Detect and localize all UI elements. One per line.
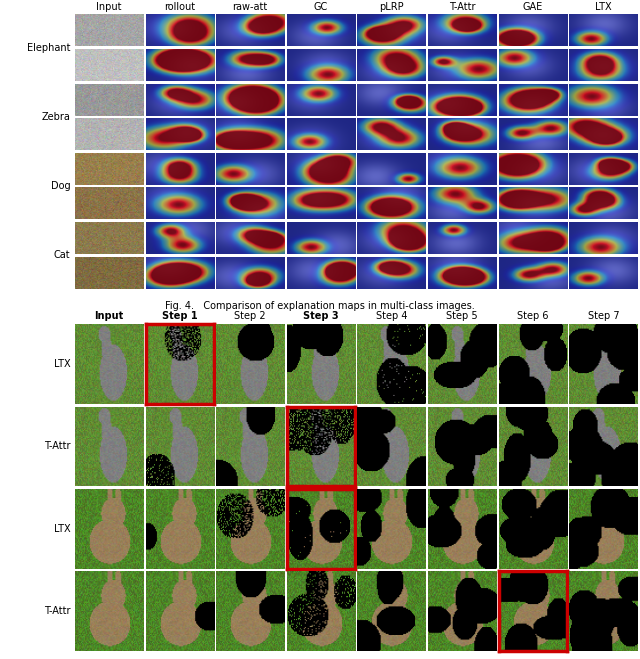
Text: Step 4: Step 4 — [376, 311, 407, 321]
Text: LTX: LTX — [54, 359, 70, 369]
Text: Input: Input — [96, 2, 122, 12]
Text: pLRP: pLRP — [379, 2, 404, 12]
Text: Step 1: Step 1 — [162, 311, 197, 321]
Text: Fig. 4.   Comparison of explanation maps in multi-class images.: Fig. 4. Comparison of explanation maps i… — [165, 301, 475, 312]
Text: Step 3: Step 3 — [303, 311, 339, 321]
Text: Step 6: Step 6 — [517, 311, 548, 321]
Text: Step 5: Step 5 — [446, 311, 478, 321]
Text: LTX: LTX — [595, 2, 612, 12]
Text: T-Attr: T-Attr — [44, 606, 70, 616]
Text: rollout: rollout — [164, 2, 195, 12]
Text: GC: GC — [314, 2, 328, 12]
Text: Dog: Dog — [51, 181, 70, 191]
Text: Input: Input — [94, 311, 124, 321]
Text: Zebra: Zebra — [42, 112, 70, 122]
Text: GAE: GAE — [523, 2, 543, 12]
Text: T-Attr: T-Attr — [44, 442, 70, 451]
Text: raw-att: raw-att — [232, 2, 268, 12]
Text: Step 2: Step 2 — [234, 311, 266, 321]
Text: Cat: Cat — [54, 250, 70, 260]
Text: Step 7: Step 7 — [588, 311, 620, 321]
Text: T-Attr: T-Attr — [449, 2, 476, 12]
Text: LTX: LTX — [54, 524, 70, 534]
Text: Elephant: Elephant — [27, 43, 70, 53]
